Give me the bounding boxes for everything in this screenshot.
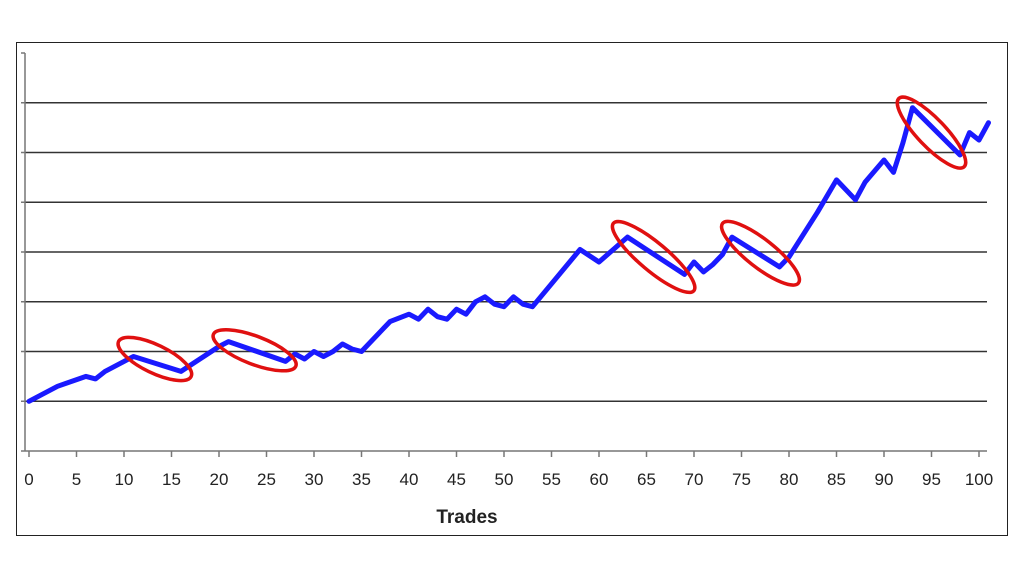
highlight-ellipse-5 xyxy=(895,95,968,170)
x-tick-label: 100 xyxy=(965,470,993,489)
x-tick-label: 0 xyxy=(24,470,33,489)
highlight-ellipse-4 xyxy=(719,219,802,287)
x-tick-label: 10 xyxy=(115,470,134,489)
x-tick-label: 95 xyxy=(922,470,941,489)
chart-frame: 0 5 10 15 20 25 30 35 40 45 50 55 60 65 70 75 80 85 90 95 10… xyxy=(16,42,1008,536)
x-tick-label: 20 xyxy=(210,470,229,489)
x-tick-label: 55 xyxy=(542,470,561,489)
x-tick-label: 35 xyxy=(352,470,371,489)
x-tick-label: 80 xyxy=(780,470,799,489)
x-tick-label: 90 xyxy=(875,470,894,489)
x-tick-label: 15 xyxy=(162,470,181,489)
x-tick-label: 65 xyxy=(637,470,656,489)
x-tick-label: 60 xyxy=(590,470,609,489)
highlight-ellipse-2 xyxy=(211,327,298,373)
highlight-ellipse-1 xyxy=(116,335,194,383)
highlight-ellipse-3 xyxy=(610,219,697,295)
series-layer xyxy=(26,105,991,404)
line-chart: 0 5 10 15 20 25 30 35 40 45 50 55 60 65 70 75 80 85 90 95 10… xyxy=(21,52,993,528)
x-tick-label: 5 xyxy=(72,470,81,489)
x-tick-labels: 0 5 10 15 20 25 30 35 40 45 50 55 60 65 70 75 80 85 90 95 10… xyxy=(24,470,993,489)
x-tick-label: 75 xyxy=(732,470,751,489)
x-tick-label: 85 xyxy=(827,470,846,489)
x-tick-label: 45 xyxy=(447,470,466,489)
x-tick-label: 70 xyxy=(685,470,704,489)
x-tick-label: 40 xyxy=(400,470,419,489)
grid-layer xyxy=(25,102,987,402)
annotation-layer xyxy=(116,95,968,383)
x-axis-title: Trades xyxy=(436,507,497,528)
x-tick-label: 30 xyxy=(305,470,324,489)
series-line-1 xyxy=(26,105,991,404)
x-tick-label: 25 xyxy=(257,470,276,489)
axis-layer xyxy=(21,52,987,457)
x-tick-label: 50 xyxy=(495,470,514,489)
